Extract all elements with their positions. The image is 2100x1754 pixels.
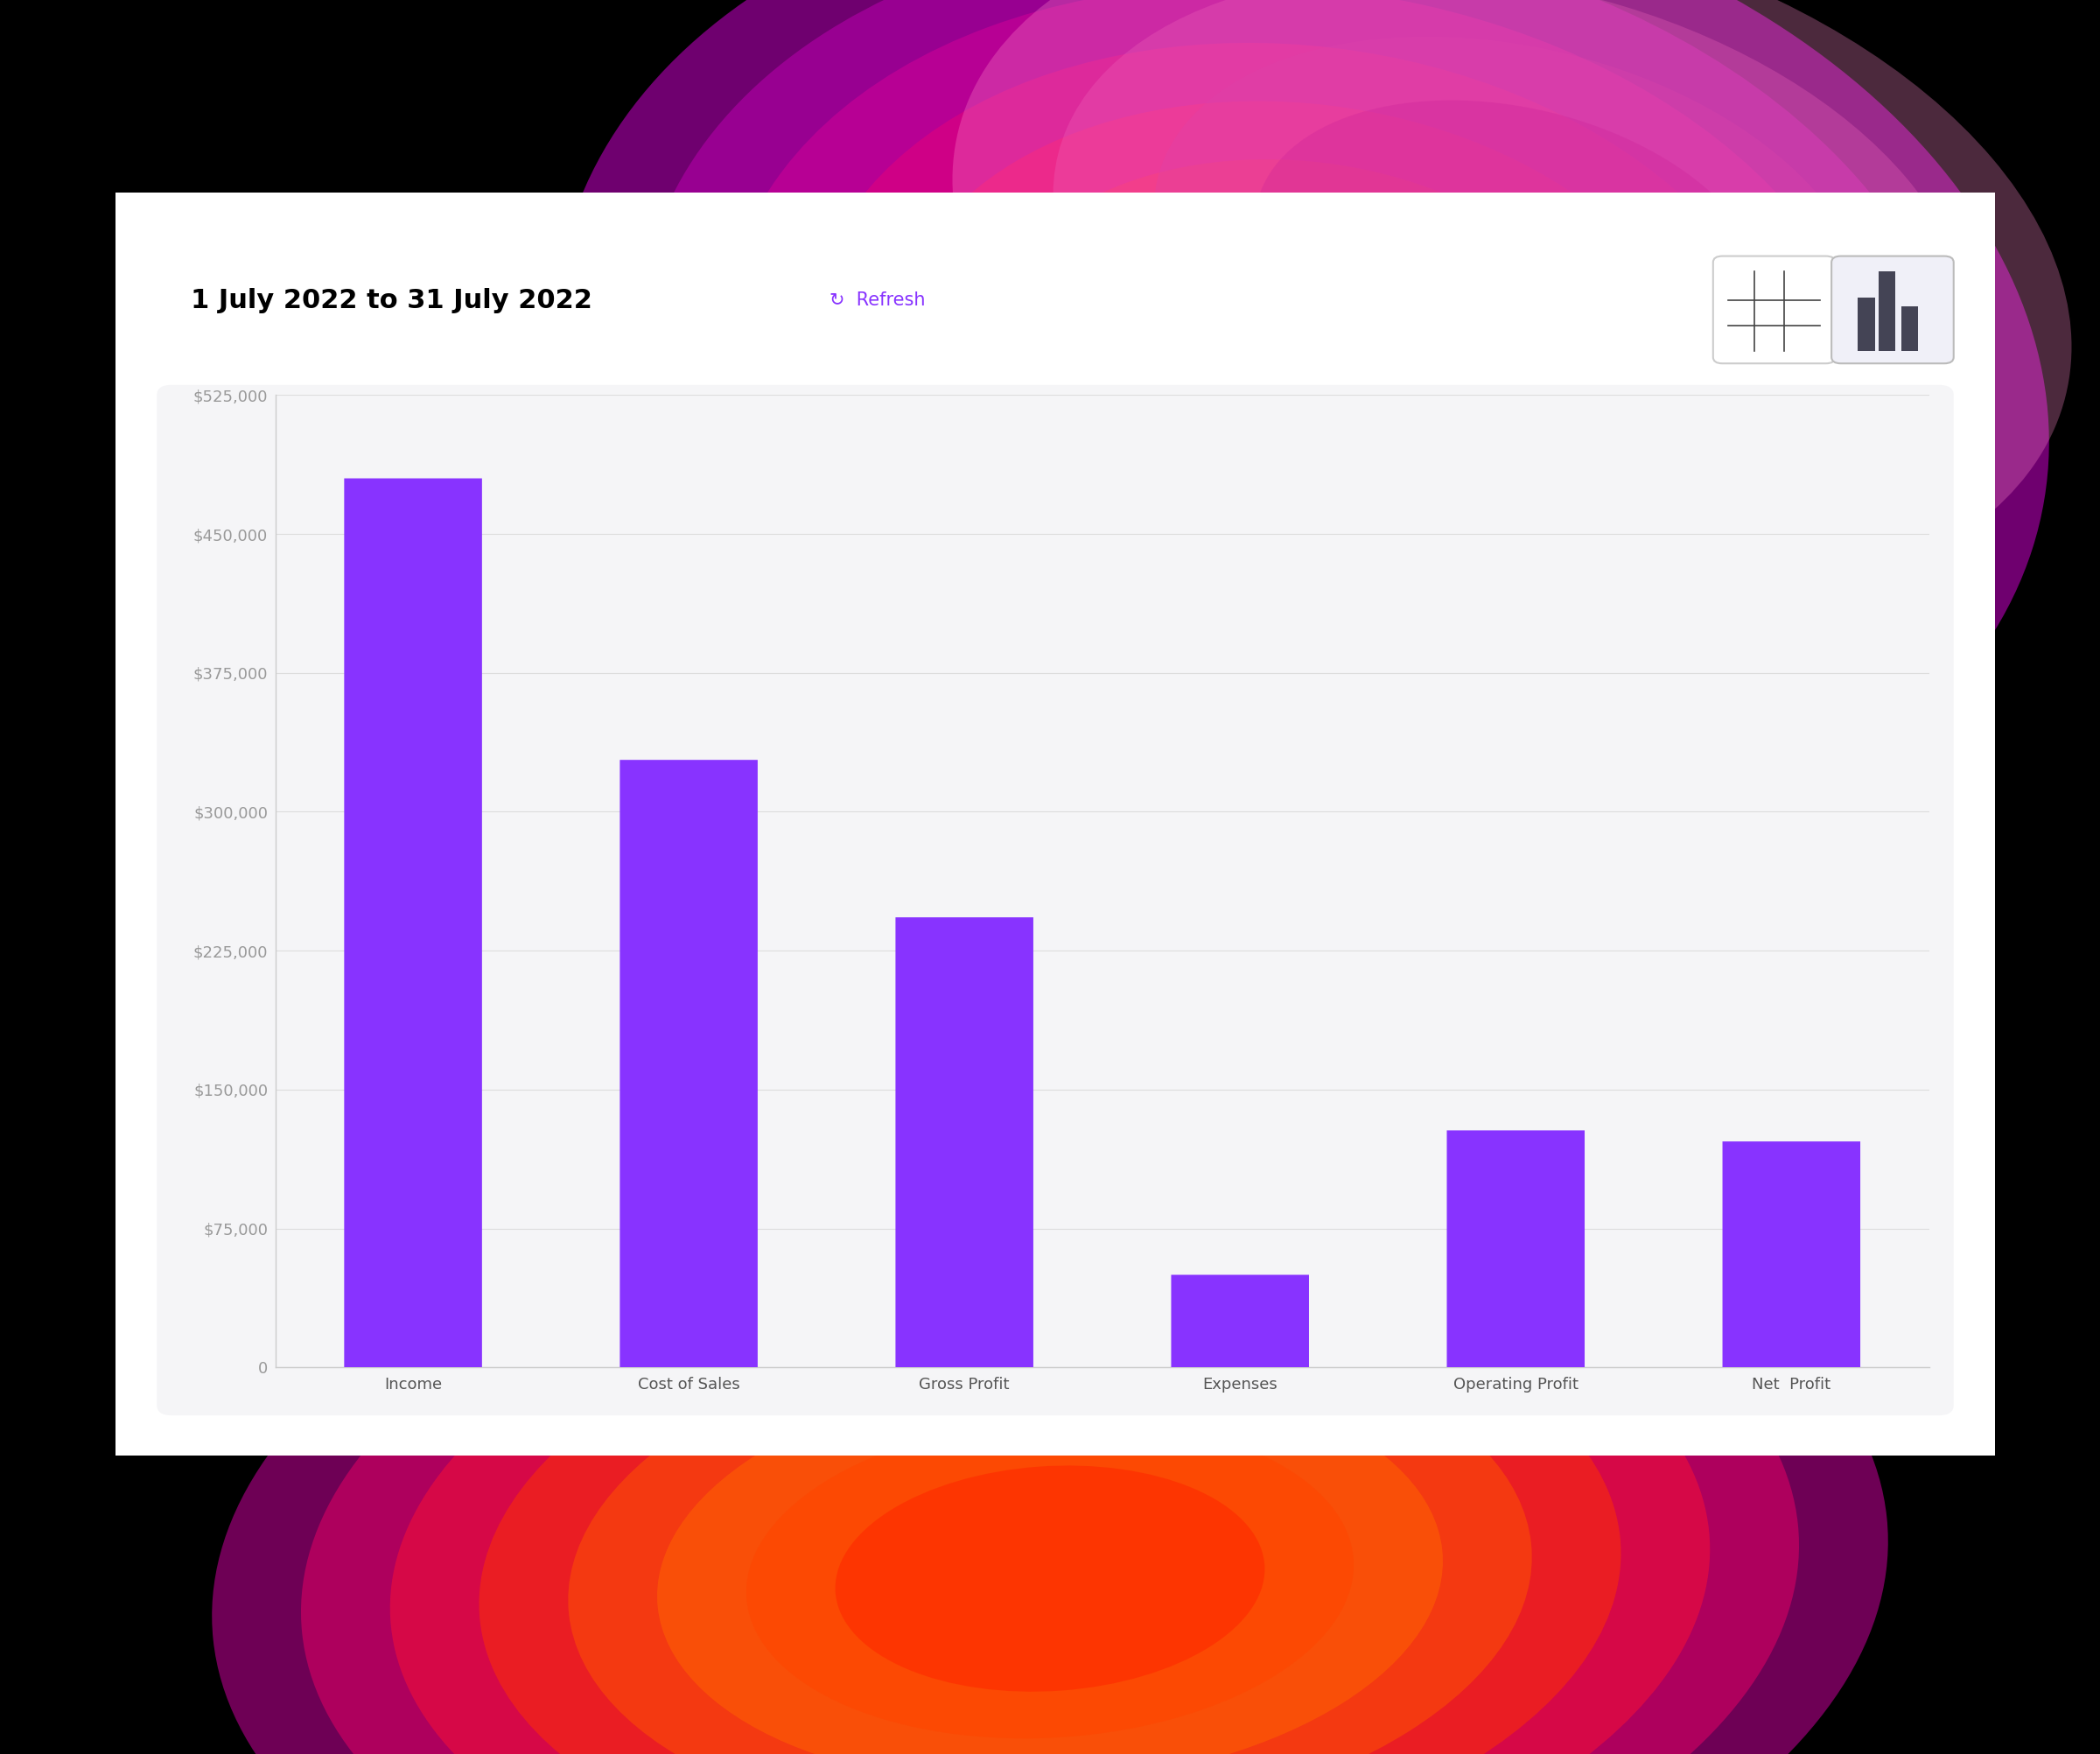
Ellipse shape — [1254, 100, 1770, 426]
FancyBboxPatch shape — [1831, 256, 1953, 363]
Ellipse shape — [1142, 275, 1462, 496]
FancyBboxPatch shape — [1172, 1275, 1308, 1368]
Ellipse shape — [300, 1184, 1800, 1754]
Bar — [1900, 307, 1917, 351]
FancyBboxPatch shape — [88, 174, 2022, 1475]
FancyBboxPatch shape — [895, 917, 1033, 1368]
Ellipse shape — [391, 1231, 1709, 1754]
Ellipse shape — [746, 1419, 1354, 1738]
Ellipse shape — [722, 0, 1882, 788]
FancyBboxPatch shape — [1714, 256, 1835, 363]
Ellipse shape — [953, 0, 2071, 617]
FancyBboxPatch shape — [1447, 1130, 1586, 1368]
Ellipse shape — [1054, 0, 1970, 553]
FancyBboxPatch shape — [1722, 1142, 1861, 1368]
Ellipse shape — [1153, 37, 1871, 489]
Text: ↻  Refresh: ↻ Refresh — [830, 291, 926, 309]
Ellipse shape — [1058, 217, 1546, 554]
Ellipse shape — [836, 1466, 1264, 1691]
Text: 1 July 2022 to 31 July 2022: 1 July 2022 to 31 July 2022 — [191, 288, 592, 312]
FancyBboxPatch shape — [620, 759, 758, 1368]
FancyBboxPatch shape — [158, 384, 1953, 1415]
Ellipse shape — [638, 0, 1966, 845]
Ellipse shape — [212, 1138, 1888, 1754]
FancyBboxPatch shape — [344, 479, 483, 1368]
Bar — [1858, 298, 1875, 351]
Ellipse shape — [806, 42, 1798, 730]
Bar — [1880, 272, 1896, 351]
Ellipse shape — [569, 1324, 1531, 1754]
Ellipse shape — [479, 1279, 1621, 1754]
Ellipse shape — [554, 0, 2050, 903]
Ellipse shape — [657, 1372, 1443, 1754]
Ellipse shape — [890, 102, 1714, 670]
Ellipse shape — [974, 160, 1630, 612]
